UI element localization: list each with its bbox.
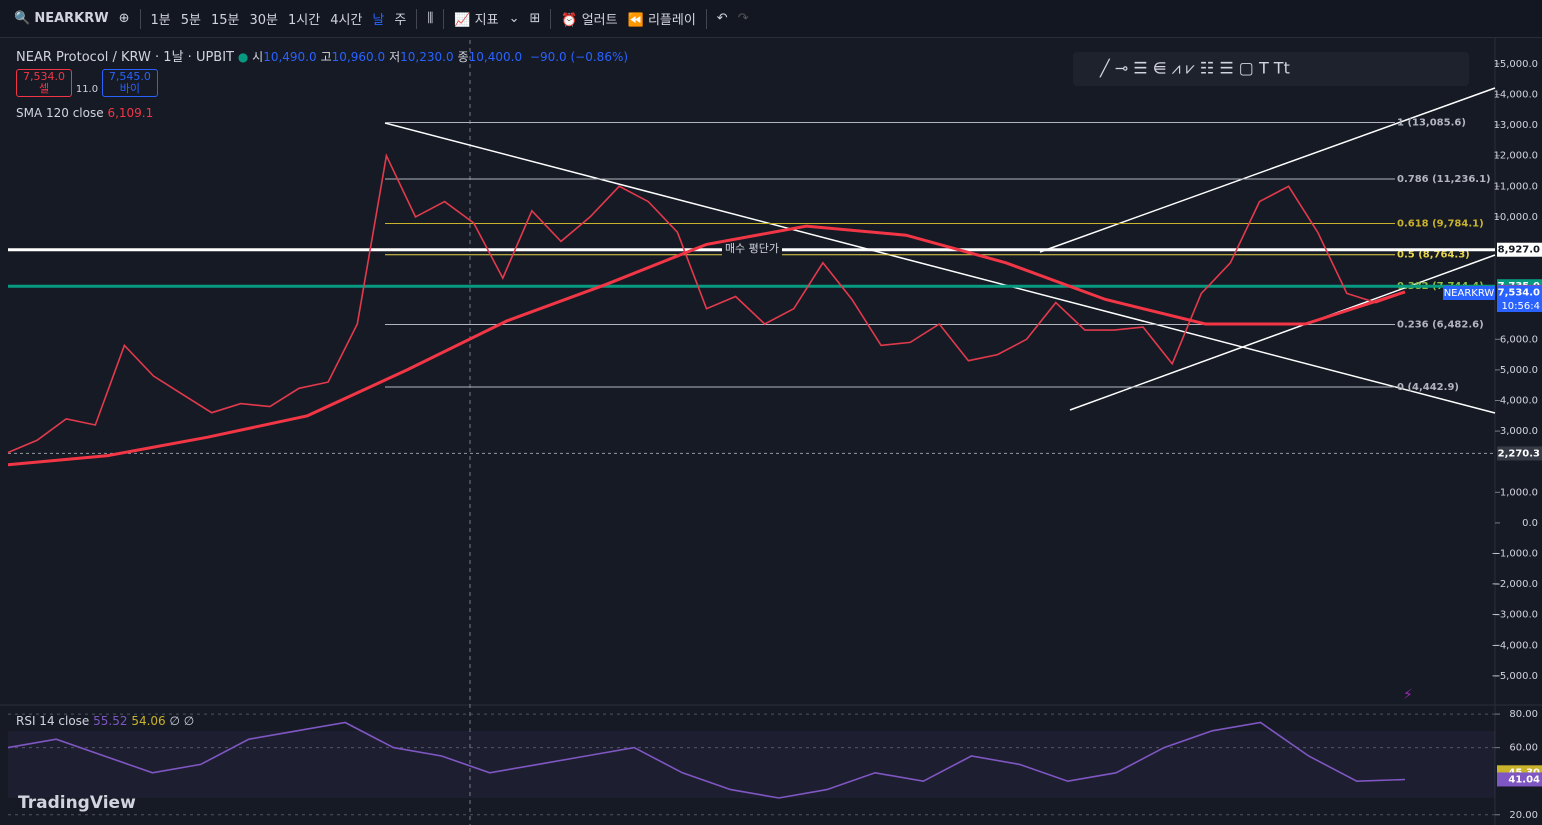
- interval[interactable]: 주: [394, 13, 407, 28]
- price-tag: [1497, 285, 1542, 300]
- replay[interactable]: ⏪ 리플레이: [627, 13, 696, 28]
- series-line: [7, 224, 1406, 467]
- y-tick-label: 15,000.0: [1493, 59, 1538, 70]
- annotation: 매수 평단가: [725, 242, 779, 255]
- ohlc-key: 시: [252, 50, 264, 64]
- annotation-bg: [722, 243, 782, 256]
- ohlc-key: 고: [320, 50, 332, 64]
- y-tick-label: −5,000.0: [1491, 671, 1538, 682]
- fib-label: 0.236 (6,482.6): [1397, 320, 1484, 331]
- y-tick-label: 10,000.0: [1493, 212, 1538, 223]
- symbol-tag-bg: [1443, 286, 1495, 300]
- price-tag-label: 8,927.0: [1498, 245, 1540, 256]
- indicators[interactable]: 📈 지표: [454, 13, 499, 28]
- rsi-legend: RSI 14 close 55.52 54.06 ∅ ∅: [16, 714, 195, 728]
- alert[interactable]: ⏰ 얼러트: [561, 13, 618, 28]
- sma-legend: SMA 120 close 6,109.1: [16, 106, 154, 120]
- fib-label: 0.618 (9,784.1): [1397, 218, 1484, 229]
- y-tick-label: −2,000.0: [1491, 579, 1538, 590]
- buy-button[interactable]: 7,545.0 바이: [101, 69, 158, 97]
- y-tick-label: −3,000.0: [1491, 610, 1538, 621]
- y-tick-label: 1,000.0: [1500, 487, 1538, 498]
- redo[interactable]: ↷: [737, 11, 749, 26]
- y-tick-label: 14,000.0: [1493, 89, 1538, 100]
- rsi-band: [8, 731, 1495, 798]
- price-tag-label: 2,270.3: [1498, 448, 1540, 459]
- price-tag: [1497, 772, 1542, 787]
- y-tick-label: 13,000.0: [1493, 120, 1538, 131]
- trade-buttons: 7,534.0 셀 11.0 7,545.0 바이: [16, 69, 158, 97]
- interval[interactable]: 15분: [210, 13, 240, 28]
- ohlc-key: 저: [389, 50, 401, 64]
- y-tick-label: −1,000.0: [1491, 549, 1538, 560]
- ohlc-key: 종: [457, 50, 469, 64]
- countdown: 10:56:4: [1501, 301, 1540, 312]
- series-line: [7, 153, 1406, 454]
- channel-line: [1069, 254, 1496, 411]
- series-line: [7, 721, 1406, 799]
- y-tick-label: 0.0: [1522, 518, 1538, 529]
- y-tick-label: 80.00: [1509, 709, 1538, 720]
- bolt-icon[interactable]: ⚡: [1403, 687, 1413, 703]
- chart: 15,000.0 14,000.0 13,000.0 12,000.0 11,000.0…: [0, 38, 1542, 825]
- intervals: 1분 5분 15분 30분 1시간 4시간 날 주: [151, 9, 407, 28]
- y-tick-label: 60.00: [1509, 743, 1538, 754]
- countdown-bg: [1497, 299, 1542, 312]
- price-tag: [1497, 446, 1542, 461]
- ohlc-value: 10,230.0: [400, 50, 454, 64]
- fib-label: 0.5 (8,764.3): [1397, 250, 1470, 261]
- drawing-tools[interactable]: ╱ ⊸ ☰ ⋹ ⩘ ⩗ ☷ ☰ ▢ T Tt: [1099, 59, 1290, 78]
- interval[interactable]: 30분: [249, 13, 278, 28]
- sell-button[interactable]: 7,534.0 셀: [16, 69, 72, 97]
- interval[interactable]: 1시간: [288, 13, 321, 28]
- interval[interactable]: 1분: [150, 13, 171, 28]
- fib-label: 0.786 (11,236.1): [1397, 174, 1491, 185]
- price-tag-label: 7,534.0: [1498, 287, 1540, 298]
- undo[interactable]: ↶: [716, 11, 728, 26]
- y-tick-label: 4,000.0: [1500, 396, 1538, 407]
- y-tick-label: 3,000.0: [1500, 426, 1538, 437]
- symbol-tag: NEARKRW: [1444, 288, 1495, 299]
- watermark: TradingView: [18, 793, 136, 813]
- ohlc-value: 10,490.0: [263, 50, 317, 64]
- y-tick-label: 5,000.0: [1500, 365, 1538, 376]
- y-tick-label: 11,000.0: [1493, 181, 1538, 192]
- y-tick-label: 6,000.0: [1500, 334, 1538, 345]
- legend: NEAR Protocol / KRW · 1날 · UPBIT ● 시10,4…: [16, 50, 629, 65]
- fib-label: 0 (4,442.9): [1397, 382, 1459, 393]
- chart-type[interactable]: ⫼: [427, 11, 434, 26]
- add-symbol[interactable]: ⊕: [118, 11, 130, 26]
- price-tag: [1497, 242, 1542, 257]
- fib-label: 1 (13,085.6): [1397, 117, 1466, 128]
- y-tick-label: −4,000.0: [1491, 640, 1538, 651]
- y-tick-label: 20.00: [1509, 810, 1538, 821]
- y-tick-label: 12,000.0: [1493, 151, 1538, 162]
- interval[interactable]: 날: [372, 13, 385, 28]
- trend-line: [384, 122, 1496, 414]
- interval[interactable]: 5분: [180, 13, 201, 28]
- price-tag-label: 41.04: [1508, 774, 1540, 785]
- channel-line: [1039, 87, 1496, 253]
- ohlc-value: 10,960.0: [331, 50, 386, 64]
- drawing-toolbar: [1073, 52, 1469, 86]
- toolbar: 🔍 NEARKRW ⊕ 1분 5분 15분 30분 1시간 4시간 날 주 ⫼ 📈 지표 ⌄ ⊞ …: [0, 0, 1542, 38]
- interval[interactable]: 4시간: [330, 13, 363, 28]
- symbol-search[interactable]: 🔍 NEARKRW: [14, 11, 109, 26]
- ohlc-value: 10,400.0: [468, 50, 523, 64]
